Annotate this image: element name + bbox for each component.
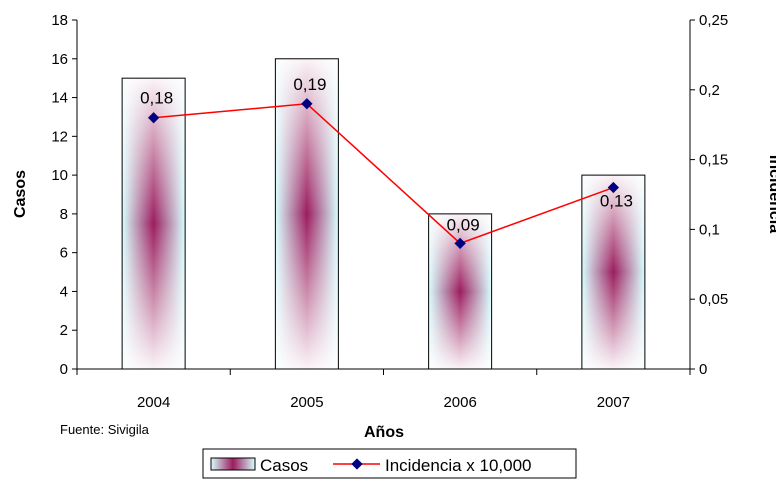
point-incidencia-2006 — [454, 237, 466, 250]
data-label-incidencia: 0,09 — [447, 215, 480, 234]
bar-casos-shade-2006 — [428, 213, 492, 369]
bar-casos-shade-2007 — [581, 175, 645, 369]
x-tick-label: 2006 — [443, 394, 476, 411]
y2-tick-label: 0,1 — [699, 221, 720, 238]
y-tick-label: 18 — [51, 12, 68, 29]
axes: 0 2 4 6 8 10 12 14 16 18 0 0,05 0,1 0,15 0,2 0,25 2004 20… — [51, 12, 728, 411]
y2-tick-label: 0,15 — [699, 152, 728, 169]
y-tick-label: 12 — [51, 128, 68, 145]
y-tick-label: 14 — [51, 90, 68, 107]
x-tick-label: 2004 — [137, 394, 170, 411]
y2-tick-label: 0 — [699, 361, 707, 378]
y2-axis-title: Incidencia — [766, 155, 776, 233]
legend-swatch-incidencia-marker — [351, 458, 363, 470]
legend-label-incidencia: Incidencia x 10,000 — [385, 456, 532, 475]
y-tick-label: 10 — [51, 167, 68, 184]
y2-tick-label: 0,05 — [699, 291, 728, 308]
y-tick-label: 2 — [60, 322, 68, 339]
y-axis-title: Casos — [12, 170, 29, 218]
y2-tick-label: 0,2 — [699, 82, 720, 99]
y-tick-label: 6 — [60, 245, 68, 262]
point-incidencia-2007 — [607, 181, 620, 194]
data-label-incidencia: 0,13 — [600, 192, 633, 211]
legend-label-casos: Casos — [260, 456, 308, 475]
x-axis-title: Años — [364, 424, 404, 441]
line-series-incidencia — [147, 98, 620, 250]
bar-casos-shade-2005 — [275, 58, 339, 370]
data-label-incidencia: 0,18 — [140, 89, 173, 108]
line-incidencia — [153, 102, 614, 245]
y-tick-label: 8 — [60, 206, 68, 223]
chart-labels: 0,18 0,19 0,09 0,13 — [140, 75, 633, 235]
y-tick-label: 4 — [60, 283, 68, 300]
x-tick-label: 2007 — [597, 394, 630, 411]
x-tick-label: 2005 — [290, 394, 323, 411]
legend-box — [202, 448, 577, 479]
source-note: Fuente: Sivigila — [60, 422, 150, 437]
y-tick-label: 0 — [60, 361, 68, 378]
data-label-incidencia: 0,19 — [293, 75, 326, 94]
legend-swatch-casos — [210, 457, 256, 471]
y-tick-label: 16 — [51, 51, 68, 68]
y2-tick-label: 0,25 — [699, 12, 728, 29]
bar-casos-shade-2004 — [122, 78, 186, 370]
bar-series-casos — [121, 58, 646, 370]
legend: Casos Incidencia x 10,000 — [202, 448, 577, 479]
